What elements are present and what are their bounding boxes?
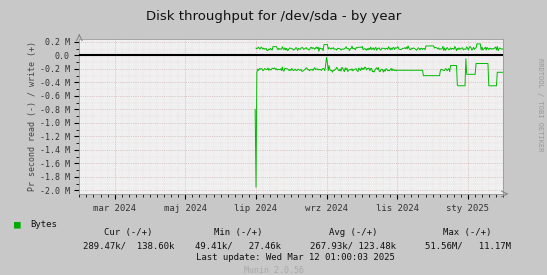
Text: Cur (-/+): Cur (-/+) — [104, 228, 153, 237]
Text: Min (-/+): Min (-/+) — [214, 228, 262, 237]
Text: 51.56M/   11.17M: 51.56M/ 11.17M — [424, 242, 511, 251]
Text: 267.93k/ 123.48k: 267.93k/ 123.48k — [310, 242, 396, 251]
Text: 289.47k/  138.60k: 289.47k/ 138.60k — [83, 242, 174, 251]
Text: Bytes: Bytes — [30, 220, 57, 229]
Text: RRDTOOL / TOBI OETIKER: RRDTOOL / TOBI OETIKER — [537, 58, 543, 151]
Text: Last update: Wed Mar 12 01:00:03 2025: Last update: Wed Mar 12 01:00:03 2025 — [196, 253, 395, 262]
Text: ■: ■ — [14, 219, 20, 229]
Text: Munin 2.0.56: Munin 2.0.56 — [243, 266, 304, 275]
Text: 49.41k/   27.46k: 49.41k/ 27.46k — [195, 242, 281, 251]
Text: Disk throughput for /dev/sda - by year: Disk throughput for /dev/sda - by year — [146, 10, 401, 23]
Y-axis label: Pr second read (-) / write (+): Pr second read (-) / write (+) — [28, 41, 37, 191]
Text: Avg (-/+): Avg (-/+) — [329, 228, 377, 237]
Text: Max (-/+): Max (-/+) — [444, 228, 492, 237]
